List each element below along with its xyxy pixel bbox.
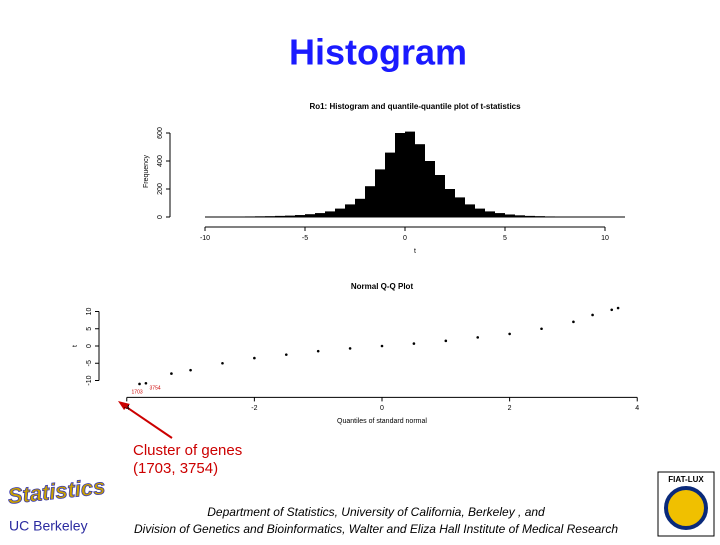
bar: [375, 169, 385, 217]
point: [170, 372, 173, 375]
point: [138, 383, 141, 386]
point: [253, 357, 256, 360]
footer: Division of Genetics and Bioinformatics,…: [134, 522, 618, 536]
x-tick-label: 0: [380, 405, 384, 412]
slide-title: Histogram: [289, 32, 467, 73]
y-axis-label: Frequency: [143, 154, 150, 188]
point: [145, 382, 148, 385]
point: [381, 345, 384, 348]
point: [610, 308, 613, 311]
point-label: 3754: [150, 385, 161, 391]
point: [476, 336, 479, 339]
x-axis-label: t: [414, 248, 416, 255]
x-tick-label: -2: [251, 405, 257, 412]
x-axis-label: Quantiles of standard normal: [337, 418, 427, 425]
bar: [455, 197, 465, 217]
bar: [465, 204, 475, 217]
y-tick-label: 0: [157, 215, 164, 219]
point: [317, 350, 320, 353]
footer: Department of Statistics, University of …: [207, 505, 545, 519]
logo-text: Statistics: [7, 474, 107, 509]
bar: [405, 132, 415, 217]
y-axis-label: t: [72, 345, 79, 347]
x-tick-label: -5: [302, 235, 308, 242]
bar: [355, 199, 365, 217]
annotation: (1703, 3754): [133, 460, 218, 477]
bar: [395, 133, 405, 217]
y-tick-label: 200: [157, 183, 164, 195]
bar: [425, 161, 435, 217]
point: [221, 362, 224, 365]
logo-text: FIAT-LUX: [668, 475, 704, 484]
y-tick-label: 600: [157, 127, 164, 139]
chart-title: Normal Q-Q Plot: [351, 282, 414, 291]
x-tick-label: 2: [508, 405, 512, 412]
logo-text: UC Berkeley: [9, 518, 88, 534]
x-tick-label: 5: [503, 235, 507, 242]
logo: [666, 488, 706, 528]
bar: [335, 209, 345, 217]
point: [572, 321, 575, 324]
bar: [385, 153, 395, 217]
bar: [315, 213, 325, 217]
y-tick-label: 400: [157, 155, 164, 167]
point: [189, 369, 192, 372]
point-label: 1703: [132, 389, 143, 395]
x-tick-label: 0: [403, 235, 407, 242]
point: [617, 307, 620, 310]
bar: [485, 211, 495, 217]
point: [413, 342, 416, 345]
x-tick-label: -4: [124, 405, 130, 412]
bar: [415, 144, 425, 217]
point: [285, 353, 288, 356]
point: [540, 327, 543, 330]
bar: [445, 189, 455, 217]
y-tick-label: -10: [86, 375, 93, 385]
point: [445, 340, 448, 343]
x-tick-label: 10: [601, 235, 609, 242]
x-tick-label: 4: [635, 405, 639, 412]
y-tick-label: 0: [86, 344, 93, 348]
annotation: Cluster of genes: [133, 442, 242, 459]
y-tick-label: -5: [86, 360, 93, 366]
bar: [495, 213, 505, 217]
bar: [475, 209, 485, 217]
point: [591, 314, 594, 317]
x-tick-label: -10: [200, 235, 210, 242]
point: [508, 333, 511, 336]
bar: [345, 204, 355, 217]
point: [349, 347, 352, 350]
bar: [365, 186, 375, 217]
bar: [325, 211, 335, 217]
y-tick-label: 10: [86, 308, 93, 316]
chart-title: Ro1: Histogram and quantile-quantile plo…: [309, 102, 521, 111]
bar: [435, 175, 445, 217]
y-tick-label: 5: [86, 327, 93, 331]
